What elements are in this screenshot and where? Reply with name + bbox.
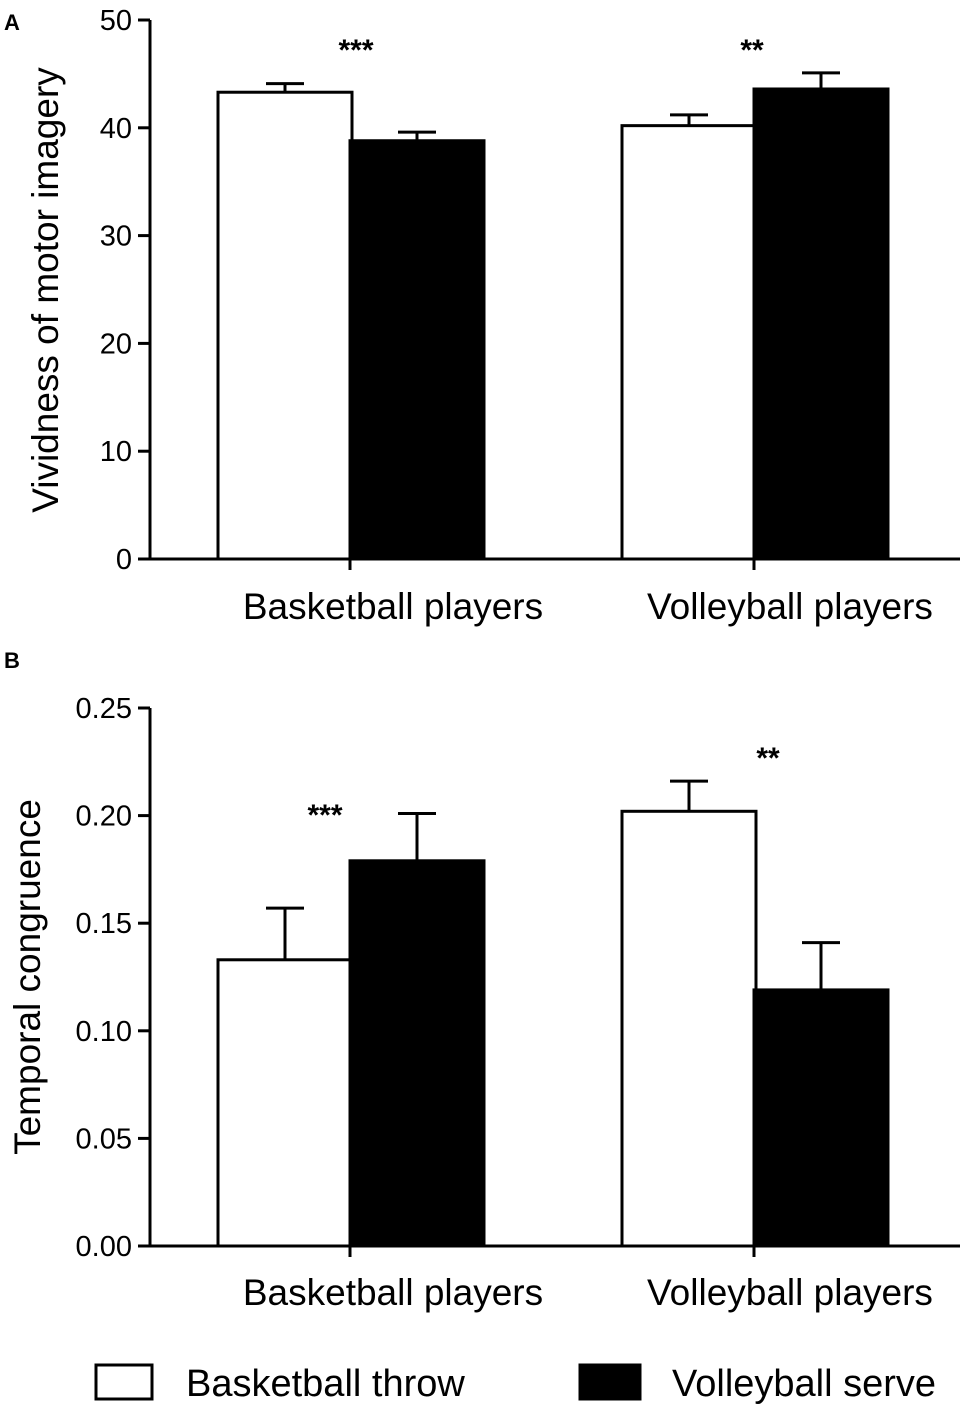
panel-b-letter: B xyxy=(4,648,20,673)
panel-a-y-tick-label: 40 xyxy=(100,113,132,145)
panel-a-significance-volleyball: ** xyxy=(740,34,764,67)
panel-a-y-tick-label: 20 xyxy=(100,328,132,360)
panel-a-y-axis-label: Vividness of motor imagery xyxy=(25,67,66,513)
legend-swatch-basketball-throw xyxy=(94,1363,154,1401)
panel-b-y-axis-label: Temporal congruence xyxy=(7,799,48,1155)
panel-a-bar-basketball-basketball-throw xyxy=(216,90,354,561)
panel-b-y-tick-label: 0.10 xyxy=(76,1016,132,1048)
panel-b-y-tick-label: 0.00 xyxy=(76,1231,132,1263)
panel-b-bar-basketball-basketball-throw xyxy=(216,958,354,1248)
panel-b-category-label-volleyball: Volleyball players xyxy=(647,1272,933,1313)
panel-b-bar-basketball-volleyball-serve xyxy=(348,859,486,1248)
legend-swatch-volleyball-serve xyxy=(578,1363,642,1401)
legend-label-volleyball-serve: Volleyball serve xyxy=(672,1363,936,1405)
panel-a: A Vividness of motor imagery 0 10 20 30 40 50… xyxy=(4,5,960,627)
panel-a-bar-volleyball-volleyball-serve xyxy=(752,87,890,561)
panel-b-y-tick-label: 0.15 xyxy=(76,908,132,940)
panel-b-bar-volleyball-volleyball-serve xyxy=(752,988,890,1248)
panel-a-y-tick-label: 0 xyxy=(116,544,132,576)
panel-a-category-label-basketball: Basketball players xyxy=(243,586,543,627)
panel-a-y-ticks: 0 10 20 30 40 50 xyxy=(100,5,150,576)
panel-a-bar-basketball-volleyball-serve xyxy=(348,139,486,561)
panel-b: B Temporal congruence 0.000.050.100.150.… xyxy=(4,648,960,1313)
panel-a-letter: A xyxy=(4,10,20,35)
legend: Basketball throw Volleyball serve xyxy=(94,1363,936,1405)
panel-a-significance-basketball: *** xyxy=(338,34,373,67)
panel-a-bar-volleyball-basketball-throw xyxy=(620,124,758,561)
panel-a-y-tick-label: 30 xyxy=(100,221,132,253)
panel-b-significance-volleyball: ** xyxy=(756,742,780,775)
panel-b-y-ticks: 0.00 0.05 0.10 0.15 0.20 0.25 xyxy=(76,693,150,1263)
panel-b-error-bars xyxy=(266,779,840,990)
panel-b-y-tick-label: 0.25 xyxy=(76,693,132,725)
panel-b-y-tick-label: 0.20 xyxy=(76,801,132,833)
panel-b-bars xyxy=(216,809,890,1248)
panel-b-significance-basketball: *** xyxy=(307,799,342,832)
panel-a-category-label-volleyball: Volleyball players xyxy=(647,586,933,627)
panel-b-category-label-basketball: Basketball players xyxy=(243,1272,543,1313)
panel-a-y-tick-label: 50 xyxy=(100,5,132,37)
panel-a-bars xyxy=(216,87,890,561)
panel-a-y-tick-label: 10 xyxy=(100,436,132,468)
panel-b-bar-volleyball-basketball-throw xyxy=(620,809,758,1248)
legend-label-basketball-throw: Basketball throw xyxy=(186,1363,465,1405)
panel-b-y-tick-label: 0.05 xyxy=(76,1123,132,1155)
